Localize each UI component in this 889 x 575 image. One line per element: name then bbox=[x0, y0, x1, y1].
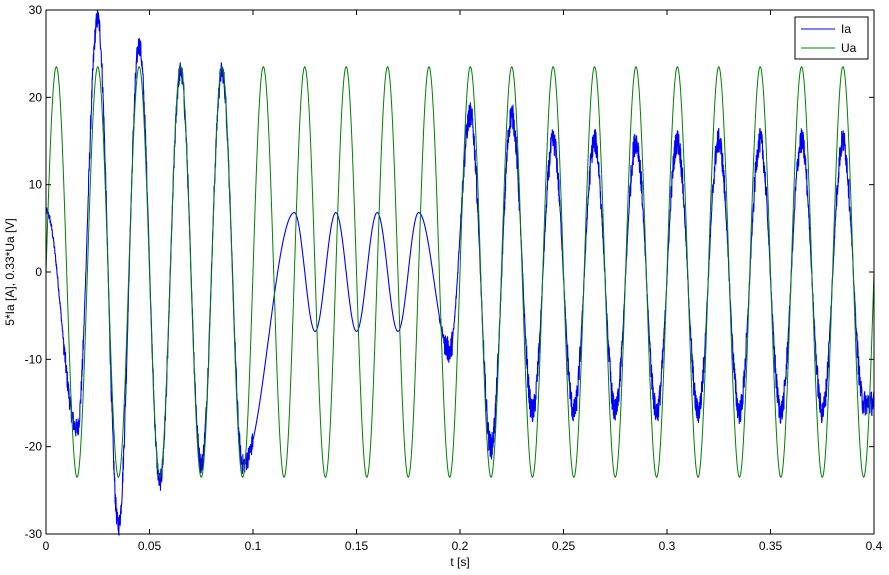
x-tick-label: 0.05 bbox=[138, 539, 162, 553]
y-tick-label: -20 bbox=[25, 440, 43, 454]
x-tick-label: 0.15 bbox=[345, 539, 369, 553]
x-tick-label: 0.35 bbox=[759, 539, 783, 553]
x-tick-label: 0.3 bbox=[659, 539, 676, 553]
y-axis-label: 5*Ia [A], 0.33*Ua [V] bbox=[3, 218, 17, 325]
ticks-layer: 0 0.05 0.1 0.15 0.2 0.25 0.3 0.35 0.4 -30 -20 -10 0 1… bbox=[25, 3, 883, 553]
x-tick-label: 0 bbox=[43, 539, 50, 553]
legend: Ia Ua bbox=[794, 16, 869, 60]
x-tick-label: 0.2 bbox=[452, 539, 469, 553]
series-layer bbox=[45, 10, 875, 537]
legend-box bbox=[794, 16, 869, 60]
y-tick-label: 20 bbox=[29, 90, 43, 104]
y-tick-label: 0 bbox=[35, 265, 42, 279]
y-tick-label: 10 bbox=[29, 178, 43, 192]
x-tick-label: 0.25 bbox=[552, 539, 576, 553]
x-tick-label: 0.4 bbox=[866, 539, 883, 553]
y-tick-label: 30 bbox=[29, 3, 43, 17]
x-axis-label: t [s] bbox=[450, 555, 469, 569]
series-line-ua bbox=[45, 66, 875, 478]
legend-label-ia: Ia bbox=[841, 22, 851, 36]
y-tick-label: -30 bbox=[25, 527, 43, 541]
y-tick-label: -10 bbox=[25, 352, 43, 366]
x-tick-label: 0.1 bbox=[245, 539, 262, 553]
legend-label-ua: Ua bbox=[841, 41, 857, 55]
